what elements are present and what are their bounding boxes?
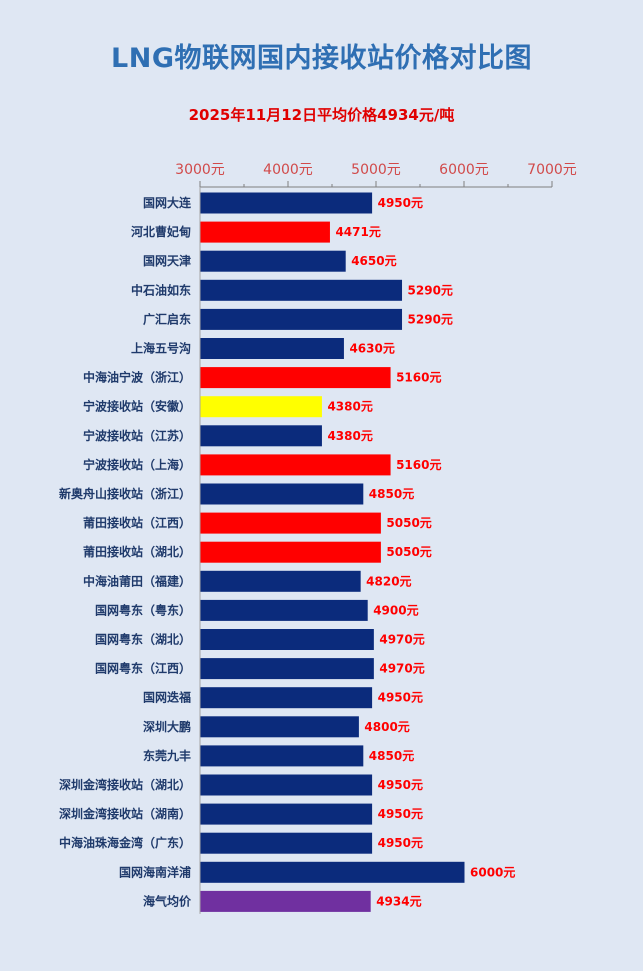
bar [200,454,391,476]
bar [200,687,373,709]
data-label: 4900元 [373,603,418,617]
data-label: 4380元 [327,429,372,443]
category-label: 宁波接收站（安徽） [83,399,191,414]
chart-subtitle: 2025年11月12日平均价格4934元/吨 [188,106,455,124]
data-label: 4630元 [349,342,394,356]
bar [200,716,359,738]
data-label: 5160元 [396,458,441,472]
category-label: 国网粤东（粤东） [95,602,191,617]
data-label: 5290元 [408,312,453,326]
category-label: 新奥舟山接收站（浙江） [59,486,191,501]
data-label: 4970元 [379,662,424,676]
category-label: 上海五号沟 [131,341,191,356]
category-label: 海气均价 [143,893,192,908]
data-label: 4950元 [378,778,423,792]
bar [200,599,368,621]
data-label: 5160元 [396,371,441,385]
category-label: 广汇启东 [143,311,191,326]
bar [200,629,374,650]
x-tick-label: 3000元 [175,162,225,178]
data-label: 4934元 [376,894,421,908]
x-tick-label: 5000元 [351,162,401,178]
bar [200,861,465,883]
category-label: 深圳金湾接收站（湖南） [59,806,191,821]
bar [200,745,364,767]
bar [200,803,373,825]
bar [200,338,344,359]
category-label: 宁波接收站（江苏） [83,428,191,443]
chart-title: LNG物联网国内接收站价格对比图 [111,43,532,74]
category-label: 中海油莆田（福建） [83,573,191,588]
bar [200,570,361,592]
bar [200,425,322,447]
category-label: 河北曹妃甸 [130,224,191,239]
data-label: 4650元 [351,254,396,268]
bar [200,512,381,534]
bar [200,832,373,854]
category-label: 宁波接收站（上海） [83,457,191,472]
category-label: 中石油如东 [131,282,191,297]
data-label: 4471元 [335,225,380,239]
category-label: 东莞九丰 [143,748,191,763]
bar [200,396,322,418]
data-label: 4950元 [378,196,423,210]
x-tick-label: 6000元 [439,162,489,178]
x-tick-label: 7000元 [527,162,577,178]
data-label: 4850元 [369,487,414,501]
category-label: 国网粤东（江西） [95,661,191,676]
data-label: 5050元 [386,516,431,530]
data-label: 5050元 [386,545,431,559]
category-label: 国网迭福 [143,690,191,705]
data-label: 4850元 [369,749,414,763]
category-label: 国网大连 [143,195,192,210]
bar [200,279,403,301]
category-label: 国网天津 [143,253,191,268]
bar [200,308,403,330]
data-label: 4380元 [327,400,372,414]
category-label: 国网海南洋浦 [119,864,191,879]
category-label: 中海油宁波（浙江） [83,370,191,385]
bar [200,774,373,796]
x-tick-label: 4000元 [263,162,313,178]
x-axis: 3000元 4000元 5000元 6000元 7000元 [175,162,577,914]
category-label: 国网粤东（湖北） [95,632,191,647]
bar [200,221,330,243]
category-label: 深圳金湾接收站（湖北） [59,777,191,792]
bar [200,192,373,214]
data-label: 4950元 [378,691,423,705]
bar [200,367,391,389]
data-label: 6000元 [470,865,515,879]
data-label: 4950元 [378,807,423,821]
data-label: 4970元 [379,633,424,647]
bar [200,658,374,680]
category-label: 深圳大鹏 [143,719,191,734]
data-label: 5290元 [408,283,453,297]
category-label: 莆田接收站（江西） [83,515,191,530]
category-label: 中海油珠海金湾（广东） [59,835,191,850]
category-label: 莆田接收站（湖北） [83,544,191,559]
data-label: 4800元 [364,720,409,734]
data-label: 4950元 [378,836,423,850]
bar [200,250,346,272]
data-label: 4820元 [366,574,411,588]
bar [200,890,371,912]
bar [200,541,381,563]
bar [200,483,364,505]
